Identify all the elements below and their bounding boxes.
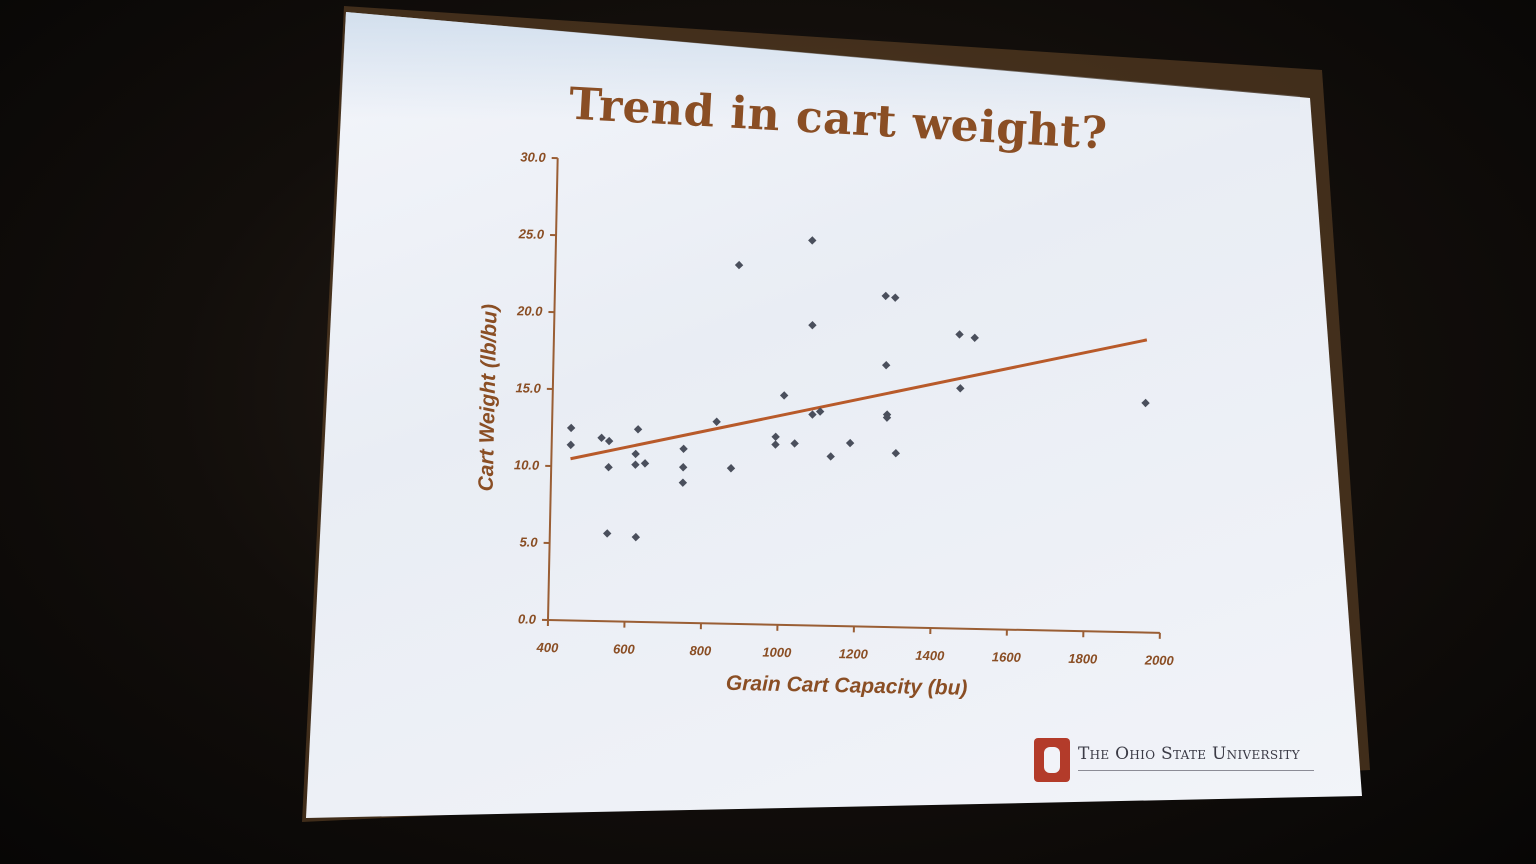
data-point <box>566 423 576 433</box>
data-point <box>604 436 614 446</box>
data-point <box>771 440 780 449</box>
y-tick-label: 25.0 <box>518 226 545 242</box>
x-tick-label: 1200 <box>839 646 869 662</box>
data-point <box>633 425 643 434</box>
data-point <box>891 449 901 458</box>
data-point <box>1141 398 1150 408</box>
data-point <box>566 440 575 450</box>
x-tick-label: 1000 <box>762 644 792 660</box>
data-point <box>678 478 688 487</box>
data-point <box>808 410 817 419</box>
data-point <box>779 391 789 400</box>
data-point <box>881 291 890 301</box>
y-tick-label: 10.0 <box>514 457 540 473</box>
data-point <box>603 529 612 538</box>
y-tick-label: 15.0 <box>515 380 541 396</box>
x-tick-label: 800 <box>689 643 712 658</box>
x-tick-label: 1400 <box>915 648 945 664</box>
data-point <box>881 361 891 370</box>
data-point <box>771 432 780 442</box>
data-point <box>640 459 650 468</box>
data-point <box>631 460 640 469</box>
x-tick-label: 400 <box>535 640 559 655</box>
slide <box>306 12 1362 818</box>
x-tick-label: 1600 <box>992 649 1022 665</box>
data-point <box>734 260 744 270</box>
data-point <box>826 452 835 461</box>
y-tick-label: 0.0 <box>518 611 537 626</box>
data-point <box>679 444 688 453</box>
data-point <box>678 463 688 472</box>
data-point <box>790 439 799 448</box>
data-point <box>845 438 855 448</box>
y-tick-label: 5.0 <box>519 534 538 549</box>
data-point <box>631 449 640 459</box>
data-point <box>604 463 613 472</box>
x-tick-label: 600 <box>613 641 636 656</box>
y-axis-title: Cart Weight (lb/bu) <box>475 304 502 492</box>
x-axis-title: Grain Cart Capacity (bu) <box>726 672 968 700</box>
data-point <box>712 417 721 426</box>
data-point <box>956 384 965 393</box>
university-name: The Ohio State University <box>1078 744 1300 764</box>
y-tick-label: 20.0 <box>516 303 543 319</box>
data-point <box>891 293 900 302</box>
x-tick-label: 2000 <box>1144 652 1175 668</box>
logo-underline <box>1078 770 1314 771</box>
data-point <box>808 236 817 245</box>
data-point <box>597 433 606 443</box>
data-point <box>970 333 979 343</box>
university-logo: The Ohio State University <box>1034 736 1324 786</box>
data-point <box>955 330 964 339</box>
data-point <box>631 532 641 542</box>
x-tick-label: 1800 <box>1068 651 1098 667</box>
data-point <box>815 407 825 416</box>
data-point <box>808 320 817 330</box>
block-o-icon <box>1034 738 1070 782</box>
trendline <box>570 338 1148 461</box>
data-point <box>882 413 892 422</box>
y-tick-label: 30.0 <box>520 149 546 165</box>
data-point <box>726 464 736 473</box>
